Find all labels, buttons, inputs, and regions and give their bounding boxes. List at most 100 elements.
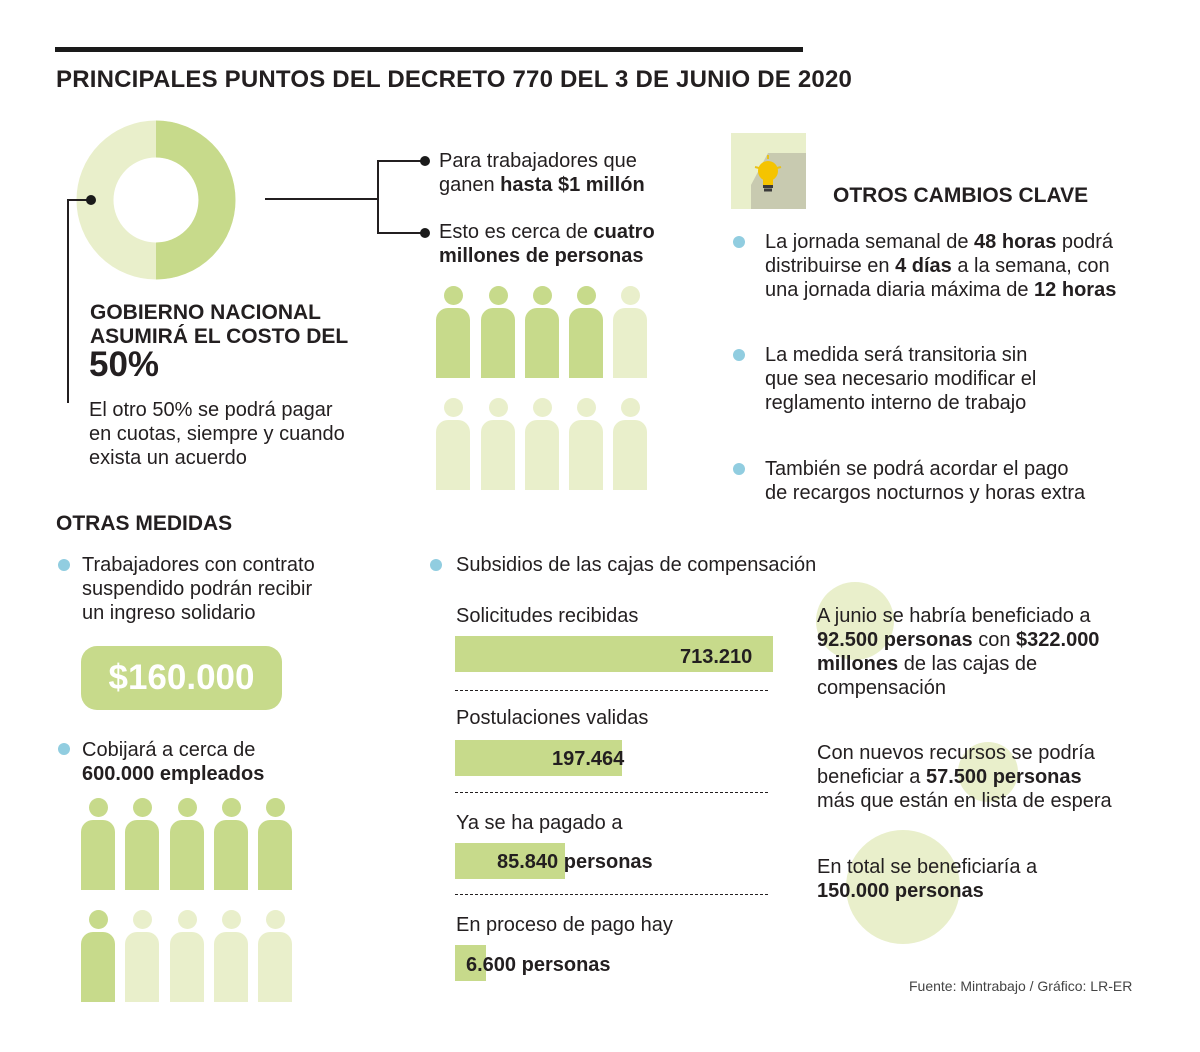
person-icon	[525, 286, 559, 378]
page-title: PRINCIPALES PUNTOS DEL DECRETO 770 DEL 3…	[56, 66, 853, 93]
donut-callout-line	[67, 200, 69, 403]
person-icon	[214, 798, 248, 890]
text-line: un ingreso solidario	[82, 602, 256, 624]
bullet-dot	[58, 743, 70, 755]
text-run: podrá	[1056, 231, 1114, 253]
person-icon	[258, 798, 292, 890]
person-icon	[436, 286, 470, 378]
workers-item-1: Para trabajadores que ganen hasta $1 mil…	[439, 149, 645, 197]
bold-run: 57.500 personas	[925, 766, 1082, 788]
text-line: compensación	[817, 677, 946, 699]
text-line: más que están en lista de espera	[817, 790, 1112, 812]
text-line: También se podrá acordar el pago	[765, 458, 1069, 480]
subsidio-label: En proceso de pago hay	[456, 914, 673, 936]
person-icon	[613, 398, 647, 490]
workers-item-1-text: ganen	[439, 174, 501, 196]
gobierno-heading: GOBIERNO NACIONAL ASUMIRÁ EL COSTO DEL	[90, 301, 348, 349]
otros-cambios-heading: OTROS CAMBIOS CLAVE	[833, 184, 1089, 207]
bold-run: 12 horas	[1034, 279, 1117, 301]
subsidio-label: Postulaciones validas	[456, 707, 649, 729]
person-icon	[258, 910, 292, 1002]
subsidio-value: 6.600 personas	[466, 954, 611, 976]
text-line: Trabajadores con contrato	[82, 554, 315, 576]
bullet-dot	[58, 559, 70, 571]
text-run: con	[972, 629, 1017, 651]
otras-medidas-item-1: Trabajadores con contrato suspendido pod…	[82, 553, 315, 625]
person-icon	[81, 798, 115, 890]
text-run: beneficiar a	[817, 766, 926, 788]
gobierno-heading-line1: GOBIERNO NACIONAL	[90, 301, 321, 324]
donut-callout-tick	[67, 199, 91, 201]
ingreso-solidario-amount: $160.000	[81, 646, 282, 710]
subsidios-note-1: A junio se habría beneficiado a 92.500 p…	[817, 604, 1099, 700]
person-icon	[569, 286, 603, 378]
subsidio-value: 85.840 personas	[497, 851, 653, 873]
bracket-top-dot	[420, 156, 430, 166]
subsidio-value: 197.464	[552, 748, 625, 770]
person-icon	[525, 398, 559, 490]
workers-item-1-line1: Para trabajadores que	[439, 150, 637, 172]
workers-item-1-bold: hasta $1 millón	[500, 174, 645, 196]
text-line: A junio se habría beneficiado a	[817, 605, 1091, 627]
person-icon	[170, 798, 204, 890]
bracket-bottom-arm	[377, 232, 423, 234]
person-icon	[214, 910, 248, 1002]
text-line: suspendido podrán recibir	[82, 578, 313, 600]
text-run: La jornada semanal de	[765, 231, 975, 253]
lightbulb-icon	[731, 133, 806, 209]
subsidio-bar	[455, 945, 486, 981]
bold-run: 150.000 personas	[817, 880, 984, 902]
decorative-circle	[816, 582, 894, 660]
gobierno-heading-line2: ASUMIRÁ EL COSTO DEL	[90, 325, 349, 348]
text-line: Cobijará a cerca de	[82, 739, 256, 761]
row-divider	[455, 894, 768, 895]
subsidios-note-2: Con nuevos recursos se podría beneficiar…	[817, 741, 1112, 813]
text-line: La medida será transitoria sin	[765, 344, 1028, 366]
person-icon	[170, 910, 204, 1002]
person-icon	[81, 910, 115, 1002]
subsidio-bar	[455, 636, 773, 672]
text-line: En total se beneficiaría a	[817, 856, 1038, 878]
donut-callout-dot	[86, 195, 96, 205]
bullet-dot	[733, 463, 745, 475]
bold-run: 48 horas	[974, 231, 1057, 253]
bullet-dot	[733, 236, 745, 248]
workers-item-2-bold-line2: millones de personas	[439, 245, 644, 267]
otros-cambios-item-1: La jornada semanal de 48 horas podrá dis…	[765, 230, 1116, 302]
subsidio-bar	[455, 740, 622, 776]
bullet-dot	[733, 349, 745, 361]
gobierno-percent: 50%	[89, 345, 160, 384]
subsidio-bar	[455, 843, 565, 879]
person-icon	[569, 398, 603, 490]
source-credit: Fuente: Mintrabajo / Gráfico: LR-ER	[909, 978, 1133, 994]
bold-run: 4 días	[895, 255, 952, 277]
person-icon	[125, 910, 159, 1002]
text-line: que sea necesario modificar el	[765, 368, 1037, 390]
bracket-horizontal	[265, 198, 378, 200]
person-icon	[436, 398, 470, 490]
otros-cambios-item-3: También se podrá acordar el pago de reca…	[765, 457, 1085, 505]
decorative-circle	[846, 830, 960, 944]
bold-run: millones	[817, 653, 899, 675]
bracket-top-arm	[377, 160, 423, 162]
subsidio-label: Ya se ha pagado a	[456, 812, 623, 834]
gobierno-note: El otro 50% se podrá pagar en cuotas, si…	[89, 398, 345, 470]
donut-government-segment	[155, 120, 236, 280]
gobierno-note-line1: El otro 50% se podrá pagar	[89, 399, 333, 421]
text-line: de recargos nocturnos y horas extra	[765, 482, 1086, 504]
workers-item-2-bold: cuatro	[593, 221, 655, 243]
bold-run: $322.000	[1016, 629, 1100, 651]
text-run: una jornada diaria máxima de	[765, 279, 1035, 301]
text-line: reglamento interno de trabajo	[765, 392, 1027, 414]
person-icon	[613, 286, 647, 378]
person-icon	[481, 286, 515, 378]
gobierno-note-line3: exista un acuerdo	[89, 447, 247, 469]
top-rule	[55, 47, 803, 52]
otras-medidas-heading: OTRAS MEDIDAS	[56, 512, 233, 535]
decorative-circle	[958, 742, 1018, 802]
otras-medidas-item-2: Cobijará a cerca de 600.000 empleados	[82, 738, 264, 786]
bold-run: 600.000 empleados	[82, 763, 265, 785]
bracket-bottom-dot	[420, 228, 430, 238]
otros-cambios-item-2: La medida será transitoria sin que sea n…	[765, 343, 1036, 415]
text-line: Con nuevos recursos se podría	[817, 742, 1095, 764]
